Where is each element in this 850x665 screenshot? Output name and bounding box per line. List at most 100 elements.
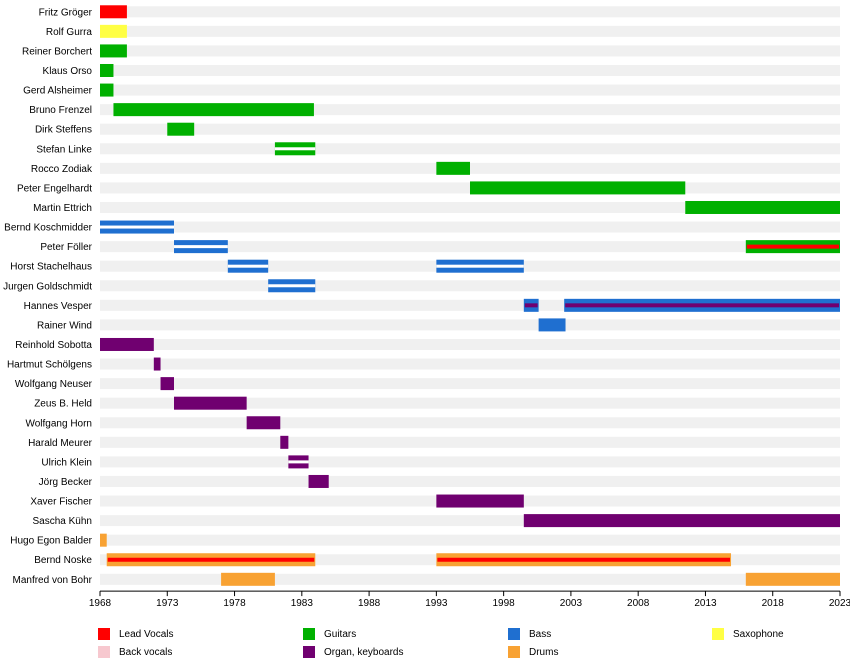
bar-reinhold-sobotta-1 xyxy=(100,337,154,351)
x-tick-label-2003: 2003 xyxy=(560,598,583,609)
bar-reiner-borchert-1 xyxy=(100,44,127,58)
bar-zeus-b-held-1 xyxy=(174,396,247,410)
row-background-jurgen-goldschmidt xyxy=(100,280,840,292)
bar-horst-stachelhaus-1-gap xyxy=(227,264,269,268)
member-label-klaus-orso: Klaus Orso xyxy=(43,66,93,77)
member-label-rocco-zodiak: Rocco Zodiak xyxy=(31,164,93,175)
bar-hannes-vesper-2-stripe xyxy=(565,303,839,308)
bar-rolf-gurra-1 xyxy=(100,24,127,38)
member-label-bernd-koschmidder: Bernd Koschmidder xyxy=(4,223,92,234)
row-background-fritz-groger xyxy=(100,6,840,18)
member-label-harald-meurer: Harald Meurer xyxy=(28,438,93,449)
bar-bernd-noske-2-stripe xyxy=(437,557,731,562)
member-label-stefan-linke: Stefan Linke xyxy=(36,144,92,155)
member-labels: Fritz Gröger Rolf Gurra Reiner Borchert Kla… xyxy=(3,7,93,586)
row-background-dirk-steffens xyxy=(100,123,840,135)
x-tick-label-1973: 1973 xyxy=(156,598,179,609)
x-tick-label-2023: 2023 xyxy=(829,598,850,609)
row-background-rainer-wind xyxy=(100,319,840,331)
row-background-bernd-koschmidder xyxy=(100,221,840,233)
member-label-xaver-fischer: Xaver Fischer xyxy=(30,497,92,508)
row-background-hartmut-scholgens xyxy=(100,358,840,370)
row-background-stefan-linke xyxy=(100,143,840,155)
bar-martin-ettrich-1 xyxy=(685,200,840,214)
row-background-hugo-egon-balder xyxy=(100,534,840,546)
member-label-sascha-kuhn: Sascha Kühn xyxy=(33,516,93,527)
bar-rocco-zodiak-1 xyxy=(436,161,470,175)
member-label-wolfgang-neuser: Wolfgang Neuser xyxy=(15,379,93,390)
member-label-reinhold-sobotta: Reinhold Sobotta xyxy=(15,340,92,351)
member-label-bernd-noske: Bernd Noske xyxy=(34,555,92,566)
bar-horst-stachelhaus-2-gap xyxy=(436,264,524,268)
bar-harald-meurer-1 xyxy=(280,435,289,449)
member-label-hannes-vesper: Hannes Vesper xyxy=(24,301,93,312)
member-label-rainer-wind: Rainer Wind xyxy=(37,320,92,331)
member-label-rolf-gurra: Rolf Gurra xyxy=(46,27,93,38)
member-label-hartmut-scholgens: Hartmut Schölgens xyxy=(7,360,92,371)
bar-hannes-vesper-1-stripe xyxy=(524,303,538,308)
member-label-peter-engelhardt: Peter Engelhardt xyxy=(17,183,92,194)
bar-jorg-becker-1 xyxy=(308,474,329,488)
member-label-manfred-von-bohr: Manfred von Bohr xyxy=(13,575,93,586)
member-label-bruno-frenzel: Bruno Frenzel xyxy=(29,105,92,116)
row-background-reiner-borchert xyxy=(100,45,840,57)
row-background-gerd-alsheimer xyxy=(100,84,840,96)
member-label-dirk-steffens: Dirk Steffens xyxy=(35,125,92,136)
bar-wolfgang-horn-1 xyxy=(246,416,281,430)
bar-sascha-kuhn-1 xyxy=(523,514,840,528)
bar-bernd-noske-1-stripe xyxy=(107,557,315,562)
member-label-zeus-b-held: Zeus B. Held xyxy=(34,399,92,410)
member-label-horst-stachelhaus: Horst Stachelhaus xyxy=(10,262,92,273)
x-tick-label-1968: 1968 xyxy=(89,598,112,609)
x-tick-label-1978: 1978 xyxy=(223,598,246,609)
x-tick-label-1983: 1983 xyxy=(291,598,314,609)
member-bars xyxy=(100,5,840,586)
bar-fritz-groger-1 xyxy=(100,5,127,19)
bar-hugo-egon-balder-1 xyxy=(100,533,107,547)
row-background-martin-ettrich xyxy=(100,201,840,213)
member-label-gerd-alsheimer: Gerd Alsheimer xyxy=(23,86,93,97)
row-background-sascha-kuhn xyxy=(100,515,840,527)
member-label-wolfgang-horn: Wolfgang Horn xyxy=(25,418,92,429)
row-background-peter-foller xyxy=(100,241,840,253)
bar-jurgen-goldschmidt-1-gap xyxy=(268,284,316,288)
x-tick-label-2013: 2013 xyxy=(694,598,717,609)
x-tick-label-1988: 1988 xyxy=(358,598,381,609)
bar-manfred-von-bohr-1 xyxy=(221,572,275,586)
bar-rainer-wind-1 xyxy=(538,318,566,332)
bar-klaus-orso-1 xyxy=(100,63,114,77)
row-background-wolfgang-neuser xyxy=(100,378,840,390)
row-background-jorg-becker xyxy=(100,475,840,487)
x-axis: 1968 1973 1978 1983 1988 1993 1998 2003 2008 2013… xyxy=(89,590,850,609)
x-tick-label-1993: 1993 xyxy=(425,598,448,609)
member-label-martin-ettrich: Martin Ettrich xyxy=(33,203,92,214)
member-label-ulrich-klein: Ulrich Klein xyxy=(41,457,92,468)
member-label-jorg-becker: Jörg Becker xyxy=(39,477,93,488)
member-label-jurgen-goldschmidt: Jurgen Goldschmidt xyxy=(3,281,92,292)
x-tick-label-2018: 2018 xyxy=(762,598,785,609)
bar-wolfgang-neuser-1 xyxy=(160,377,174,391)
bar-ulrich-klein-1-gap xyxy=(288,460,309,464)
row-background-manfred-von-bohr xyxy=(100,573,840,585)
row-background-bruno-frenzel xyxy=(100,104,840,116)
row-background-hannes-vesper xyxy=(100,299,840,311)
member-label-reiner-borchert: Reiner Borchert xyxy=(22,46,92,57)
bar-xaver-fischer-1 xyxy=(436,494,524,508)
bar-dirk-steffens-1 xyxy=(167,122,195,136)
row-background-reinhold-sobotta xyxy=(100,338,840,350)
bar-hartmut-scholgens-1 xyxy=(153,357,161,371)
row-background-zeus-b-held xyxy=(100,397,840,409)
member-label-peter-foller: Peter Föller xyxy=(40,242,92,253)
bar-peter-foller-2-stripe xyxy=(746,244,839,249)
bar-bruno-frenzel-1 xyxy=(113,103,314,117)
member-label-hugo-egon-balder: Hugo Egon Balder xyxy=(10,536,92,547)
bar-gerd-alsheimer-1 xyxy=(100,83,114,97)
row-background-rolf-gurra xyxy=(100,25,840,37)
row-background-klaus-orso xyxy=(100,64,840,76)
member-label-fritz-groger: Fritz Gröger xyxy=(39,7,93,18)
bar-bernd-koschmidder-1-gap xyxy=(100,225,174,229)
bar-manfred-von-bohr-2 xyxy=(745,572,840,586)
x-tick-label-1998: 1998 xyxy=(493,598,516,609)
bar-peter-foller-1-gap xyxy=(174,245,228,249)
